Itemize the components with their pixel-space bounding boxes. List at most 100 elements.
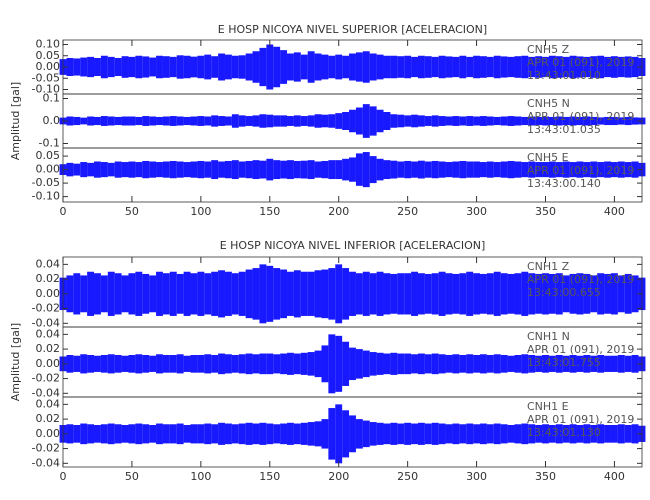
trace-amplitude	[383, 160, 391, 180]
trace-amplitude	[204, 423, 212, 445]
trace-amplitude	[466, 423, 474, 445]
trace-amplitude	[176, 423, 184, 445]
trace-amplitude	[211, 160, 219, 180]
trace-amplitude	[204, 54, 212, 80]
y-tick-label: -0.1	[39, 137, 60, 150]
trace-amplitude	[197, 160, 205, 179]
trace-amplitude	[80, 117, 88, 125]
trace-amplitude	[287, 271, 294, 316]
trace-amplitude	[411, 56, 418, 78]
trace-amplitude	[528, 161, 536, 178]
trace-amplitude	[555, 424, 563, 444]
trace-amplitude	[576, 273, 584, 315]
trace-amplitude	[445, 355, 453, 373]
trace-amplitude	[245, 422, 253, 445]
x-tick-label: 0	[60, 470, 67, 483]
trace-amplitude	[562, 116, 570, 126]
trace-amplitude	[583, 273, 591, 314]
x-tick-label: 250	[397, 205, 418, 218]
trace-amplitude	[466, 56, 474, 78]
trace-amplitude	[218, 270, 225, 318]
trace-amplitude	[287, 352, 294, 375]
trace-amplitude	[424, 354, 432, 374]
trace-annotation: APR 01 (091), 2019	[527, 273, 634, 286]
trace-amplitude	[631, 161, 639, 178]
trace-amplitude	[349, 53, 356, 81]
trace-amplitude	[493, 116, 501, 126]
trace-amplitude	[335, 160, 343, 180]
trace-amplitude	[376, 109, 384, 133]
trace-amplitude	[128, 161, 136, 178]
trace-amplitude	[376, 422, 384, 445]
trace-amplitude	[211, 56, 219, 78]
trace-amplitude	[238, 354, 246, 374]
trace-amplitude	[287, 160, 294, 180]
trace-amplitude	[597, 117, 605, 125]
trace-amplitude	[411, 423, 418, 445]
trace-amplitude	[610, 116, 618, 126]
trace-amplitude	[273, 424, 281, 444]
trace-amplitude	[604, 425, 611, 443]
trace-amplitude	[390, 273, 398, 314]
trace-amplitude	[569, 424, 577, 444]
trace-amplitude	[390, 55, 398, 79]
trace-amplitude	[259, 160, 267, 179]
y-tick-label: 0.05	[36, 49, 61, 62]
trace-amplitude	[473, 355, 481, 373]
trace-amplitude	[569, 162, 577, 178]
trace-amplitude	[100, 355, 108, 373]
trace-amplitude	[273, 354, 281, 374]
trace-amplitude	[314, 270, 322, 318]
trace-amplitude	[507, 355, 515, 372]
trace-amplitude	[87, 355, 95, 373]
trace-amplitude	[252, 115, 260, 127]
trace-amplitude	[149, 275, 157, 313]
x-tick-label: 50	[125, 205, 139, 218]
trace-amplitude	[259, 353, 267, 375]
trace-annotation: CNH1 E	[527, 400, 569, 413]
trace-amplitude	[397, 273, 405, 315]
trace-amplitude	[328, 114, 336, 128]
trace-amplitude	[128, 355, 136, 373]
trace-amplitude	[355, 273, 363, 315]
trace-amplitude	[107, 423, 115, 445]
trace-amplitude	[480, 162, 487, 178]
x-tick-label: 350	[535, 205, 556, 218]
trace-amplitude	[493, 354, 501, 374]
trace-amplitude	[259, 264, 267, 324]
trace-amplitude	[190, 355, 198, 373]
trace-amplitude	[293, 52, 301, 82]
trace-amplitude	[321, 345, 329, 383]
trace-annotation: CNH5 N	[527, 97, 570, 110]
trace-annotation: 13:43:00.140	[527, 177, 601, 190]
trace-amplitude	[176, 161, 184, 178]
trace-amplitude	[624, 56, 632, 78]
trace-amplitude	[342, 410, 350, 458]
trace-amplitude	[369, 273, 377, 315]
trace-amplitude	[314, 53, 322, 81]
y-tick-label: -0.10	[32, 190, 60, 203]
trace-amplitude	[252, 268, 260, 320]
trace-amplitude	[493, 162, 501, 178]
trace-amplitude	[417, 115, 425, 127]
trace-amplitude	[424, 273, 432, 314]
trace-amplitude	[190, 424, 198, 444]
trace-amplitude	[162, 161, 170, 178]
trace-amplitude	[238, 423, 246, 445]
trace-amplitude	[624, 425, 632, 443]
trace-amplitude	[224, 54, 232, 80]
trace-amplitude	[142, 56, 150, 78]
trace-amplitude	[156, 162, 163, 178]
trace-amplitude	[542, 273, 549, 315]
trace-amplitude	[493, 423, 501, 445]
trace-amplitude	[466, 161, 474, 178]
trace-amplitude	[397, 56, 405, 78]
trace-amplitude	[617, 117, 625, 125]
trace-amplitude	[431, 273, 439, 315]
trace-amplitude	[162, 424, 170, 444]
trace-amplitude	[507, 160, 515, 179]
trace-amplitude	[535, 273, 543, 314]
trace-annotation: APR 01 (091), 2019	[527, 56, 634, 69]
trace-amplitude	[397, 423, 405, 445]
trace-amplitude	[576, 355, 584, 372]
